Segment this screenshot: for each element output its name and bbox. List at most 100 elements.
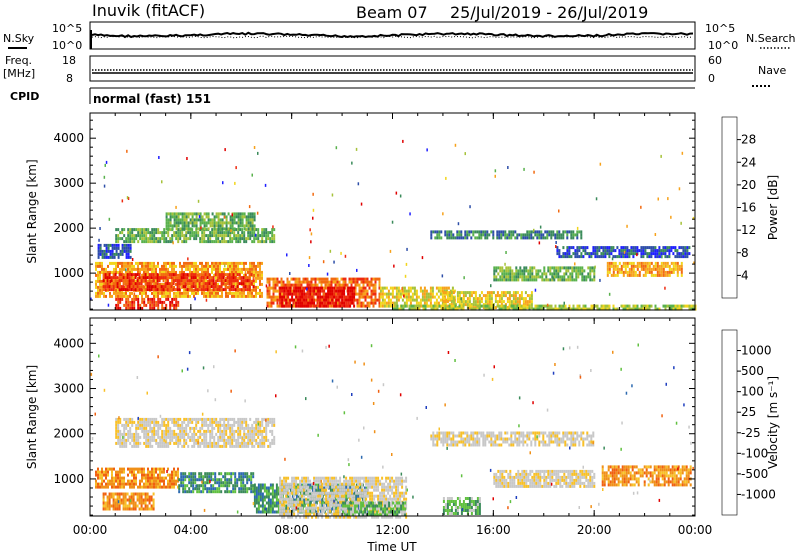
data-cell <box>680 246 683 250</box>
data-cell <box>236 285 239 289</box>
data-cell <box>466 303 469 307</box>
nave-label: Nave <box>758 64 786 77</box>
data-cell <box>539 275 542 279</box>
data-cell <box>117 423 120 427</box>
data-cell <box>472 230 475 234</box>
data-cell <box>678 307 681 311</box>
data-cell <box>616 267 619 271</box>
scatter-point <box>426 148 428 152</box>
data-cell <box>656 252 659 256</box>
data-cell <box>349 304 352 308</box>
data-cell <box>101 261 103 265</box>
data-cell <box>555 269 558 273</box>
data-cell <box>251 288 253 292</box>
data-cell <box>436 236 439 240</box>
data-cell <box>434 307 437 311</box>
data-cell <box>598 246 601 250</box>
data-cell <box>126 288 129 292</box>
data-cell <box>351 292 354 296</box>
data-cell <box>518 294 521 298</box>
data-cell <box>520 236 523 240</box>
data-cell <box>210 279 213 283</box>
data-cell <box>175 303 178 307</box>
data-cell <box>403 301 406 305</box>
data-cell <box>217 426 220 430</box>
data-cell <box>167 444 170 448</box>
data-cell <box>301 289 304 293</box>
data-cell <box>123 249 126 253</box>
data-cell <box>389 286 392 290</box>
data-cell <box>414 307 417 311</box>
data-cell <box>338 298 341 302</box>
data-cell <box>249 221 252 225</box>
data-cell <box>219 270 221 274</box>
scatter-point <box>198 215 201 219</box>
data-cell <box>99 476 101 480</box>
data-cell <box>151 476 153 480</box>
data-cell <box>179 432 182 436</box>
data-cell <box>99 273 101 277</box>
data-cell <box>268 304 271 308</box>
scatter-point <box>657 197 659 201</box>
data-cell <box>522 300 525 304</box>
data-cell <box>486 233 489 237</box>
data-cell <box>203 234 206 238</box>
data-cell <box>495 269 498 273</box>
data-cell <box>121 482 123 486</box>
data-cell <box>163 438 166 442</box>
data-cell <box>148 282 151 286</box>
data-cell <box>517 275 520 279</box>
data-cell <box>184 273 187 277</box>
data-cell <box>536 233 539 237</box>
scatter-point <box>99 227 101 230</box>
data-cell <box>399 289 402 293</box>
data-cell <box>189 435 192 439</box>
data-cell <box>171 270 173 274</box>
data-cell <box>191 231 194 235</box>
data-cell <box>237 215 240 219</box>
data-cell <box>295 292 298 296</box>
data-cell <box>109 270 111 274</box>
data-cell <box>299 286 302 290</box>
data-cell <box>201 267 203 271</box>
data-cell <box>141 423 144 427</box>
data-cell <box>189 237 192 241</box>
data-cell <box>133 482 135 486</box>
data-cell <box>123 482 125 486</box>
data-cell <box>524 304 527 308</box>
station-title: Inuvik (fitACF) <box>92 1 205 20</box>
data-cell <box>127 482 129 486</box>
data-cell <box>378 286 381 290</box>
data-cell <box>187 237 190 241</box>
data-cell <box>173 285 175 289</box>
data-cell <box>179 423 182 427</box>
data-cell <box>231 240 234 244</box>
data-cell <box>217 215 220 219</box>
data-cell <box>255 291 257 295</box>
scatter-point <box>692 216 695 220</box>
data-cell <box>437 289 440 293</box>
data-cell <box>660 252 663 256</box>
data-cell <box>153 485 155 489</box>
data-cell <box>184 288 187 292</box>
data-cell <box>418 304 421 308</box>
data-cell <box>147 432 150 436</box>
data-cell <box>452 236 455 240</box>
data-cell <box>139 420 142 424</box>
data-cell <box>577 266 580 270</box>
data-cell <box>421 292 424 296</box>
data-cell <box>662 252 665 256</box>
data-cell <box>227 417 230 421</box>
data-cell <box>255 438 258 442</box>
scatter-point <box>442 212 444 216</box>
data-cell <box>287 292 290 296</box>
data-cell <box>263 426 266 430</box>
scatter-point <box>108 217 111 221</box>
data-cell <box>247 441 250 445</box>
data-cell <box>274 295 277 299</box>
data-cell <box>218 285 221 289</box>
data-cell <box>478 297 481 301</box>
data-cell <box>508 300 511 304</box>
data-cell <box>123 243 126 247</box>
data-cell <box>413 289 416 293</box>
